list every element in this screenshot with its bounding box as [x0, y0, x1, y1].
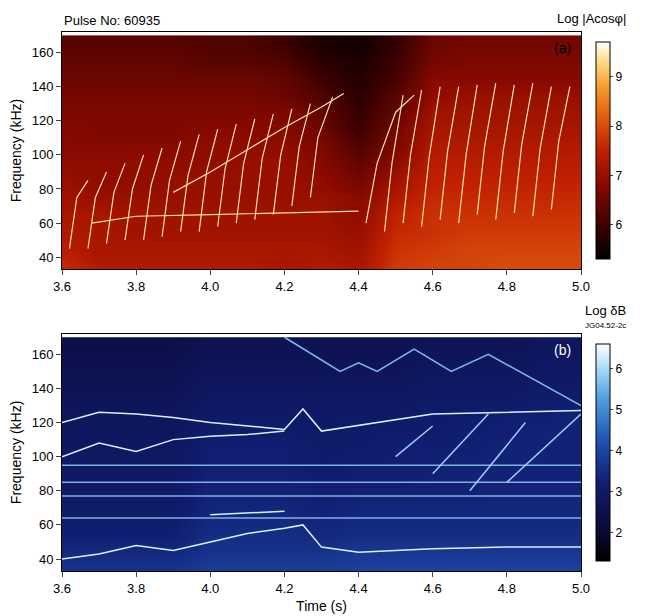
svg-text:Frequency (kHz): Frequency (kHz) [8, 99, 24, 202]
svg-text:Pulse No: 60935: Pulse No: 60935 [64, 13, 160, 28]
svg-text:3.6: 3.6 [53, 581, 71, 596]
svg-text:2: 2 [615, 526, 622, 540]
svg-text:3.8: 3.8 [127, 581, 145, 596]
svg-text:120: 120 [32, 415, 54, 430]
svg-text:140: 140 [32, 381, 54, 396]
svg-text:(b): (b) [554, 342, 571, 358]
svg-text:JG04.52-2c: JG04.52-2c [585, 321, 626, 330]
svg-text:140: 140 [32, 79, 54, 94]
svg-text:5.0: 5.0 [572, 279, 590, 294]
svg-text:Time (s): Time (s) [296, 598, 347, 614]
svg-text:Frequency (kHz): Frequency (kHz) [8, 401, 24, 504]
svg-text:9: 9 [615, 70, 622, 84]
svg-text:100: 100 [32, 449, 54, 464]
svg-text:120: 120 [32, 113, 54, 128]
svg-text:4.2: 4.2 [275, 581, 293, 596]
svg-text:4: 4 [615, 444, 622, 458]
svg-text:40: 40 [39, 250, 53, 265]
svg-text:5.0: 5.0 [572, 581, 590, 596]
svg-text:7: 7 [615, 169, 622, 183]
svg-text:4.6: 4.6 [424, 581, 442, 596]
svg-text:6: 6 [615, 218, 622, 232]
svg-text:3.8: 3.8 [127, 279, 145, 294]
svg-text:(a): (a) [554, 40, 571, 56]
svg-text:160: 160 [32, 45, 54, 60]
svg-text:100: 100 [32, 147, 54, 162]
svg-text:4.0: 4.0 [201, 279, 219, 294]
svg-text:80: 80 [39, 483, 53, 498]
svg-text:4.2: 4.2 [275, 279, 293, 294]
svg-text:4.4: 4.4 [350, 581, 368, 596]
svg-text:6: 6 [615, 362, 622, 376]
svg-text:160: 160 [32, 347, 54, 362]
svg-text:60: 60 [39, 216, 53, 231]
svg-text:4.4: 4.4 [350, 279, 368, 294]
svg-text:3: 3 [615, 485, 622, 499]
svg-text:5: 5 [615, 403, 622, 417]
svg-text:3.6: 3.6 [53, 279, 71, 294]
svg-text:4.6: 4.6 [424, 279, 442, 294]
svg-text:8: 8 [615, 119, 622, 133]
svg-text:60: 60 [39, 517, 53, 532]
svg-text:4.8: 4.8 [498, 581, 516, 596]
svg-text:80: 80 [39, 182, 53, 197]
svg-text:Log |Acosφ|: Log |Acosφ| [557, 11, 626, 26]
svg-text:4.8: 4.8 [498, 279, 516, 294]
svg-text:Log δB: Log δB [585, 303, 626, 318]
svg-text:40: 40 [39, 552, 53, 567]
svg-text:4.0: 4.0 [201, 581, 219, 596]
